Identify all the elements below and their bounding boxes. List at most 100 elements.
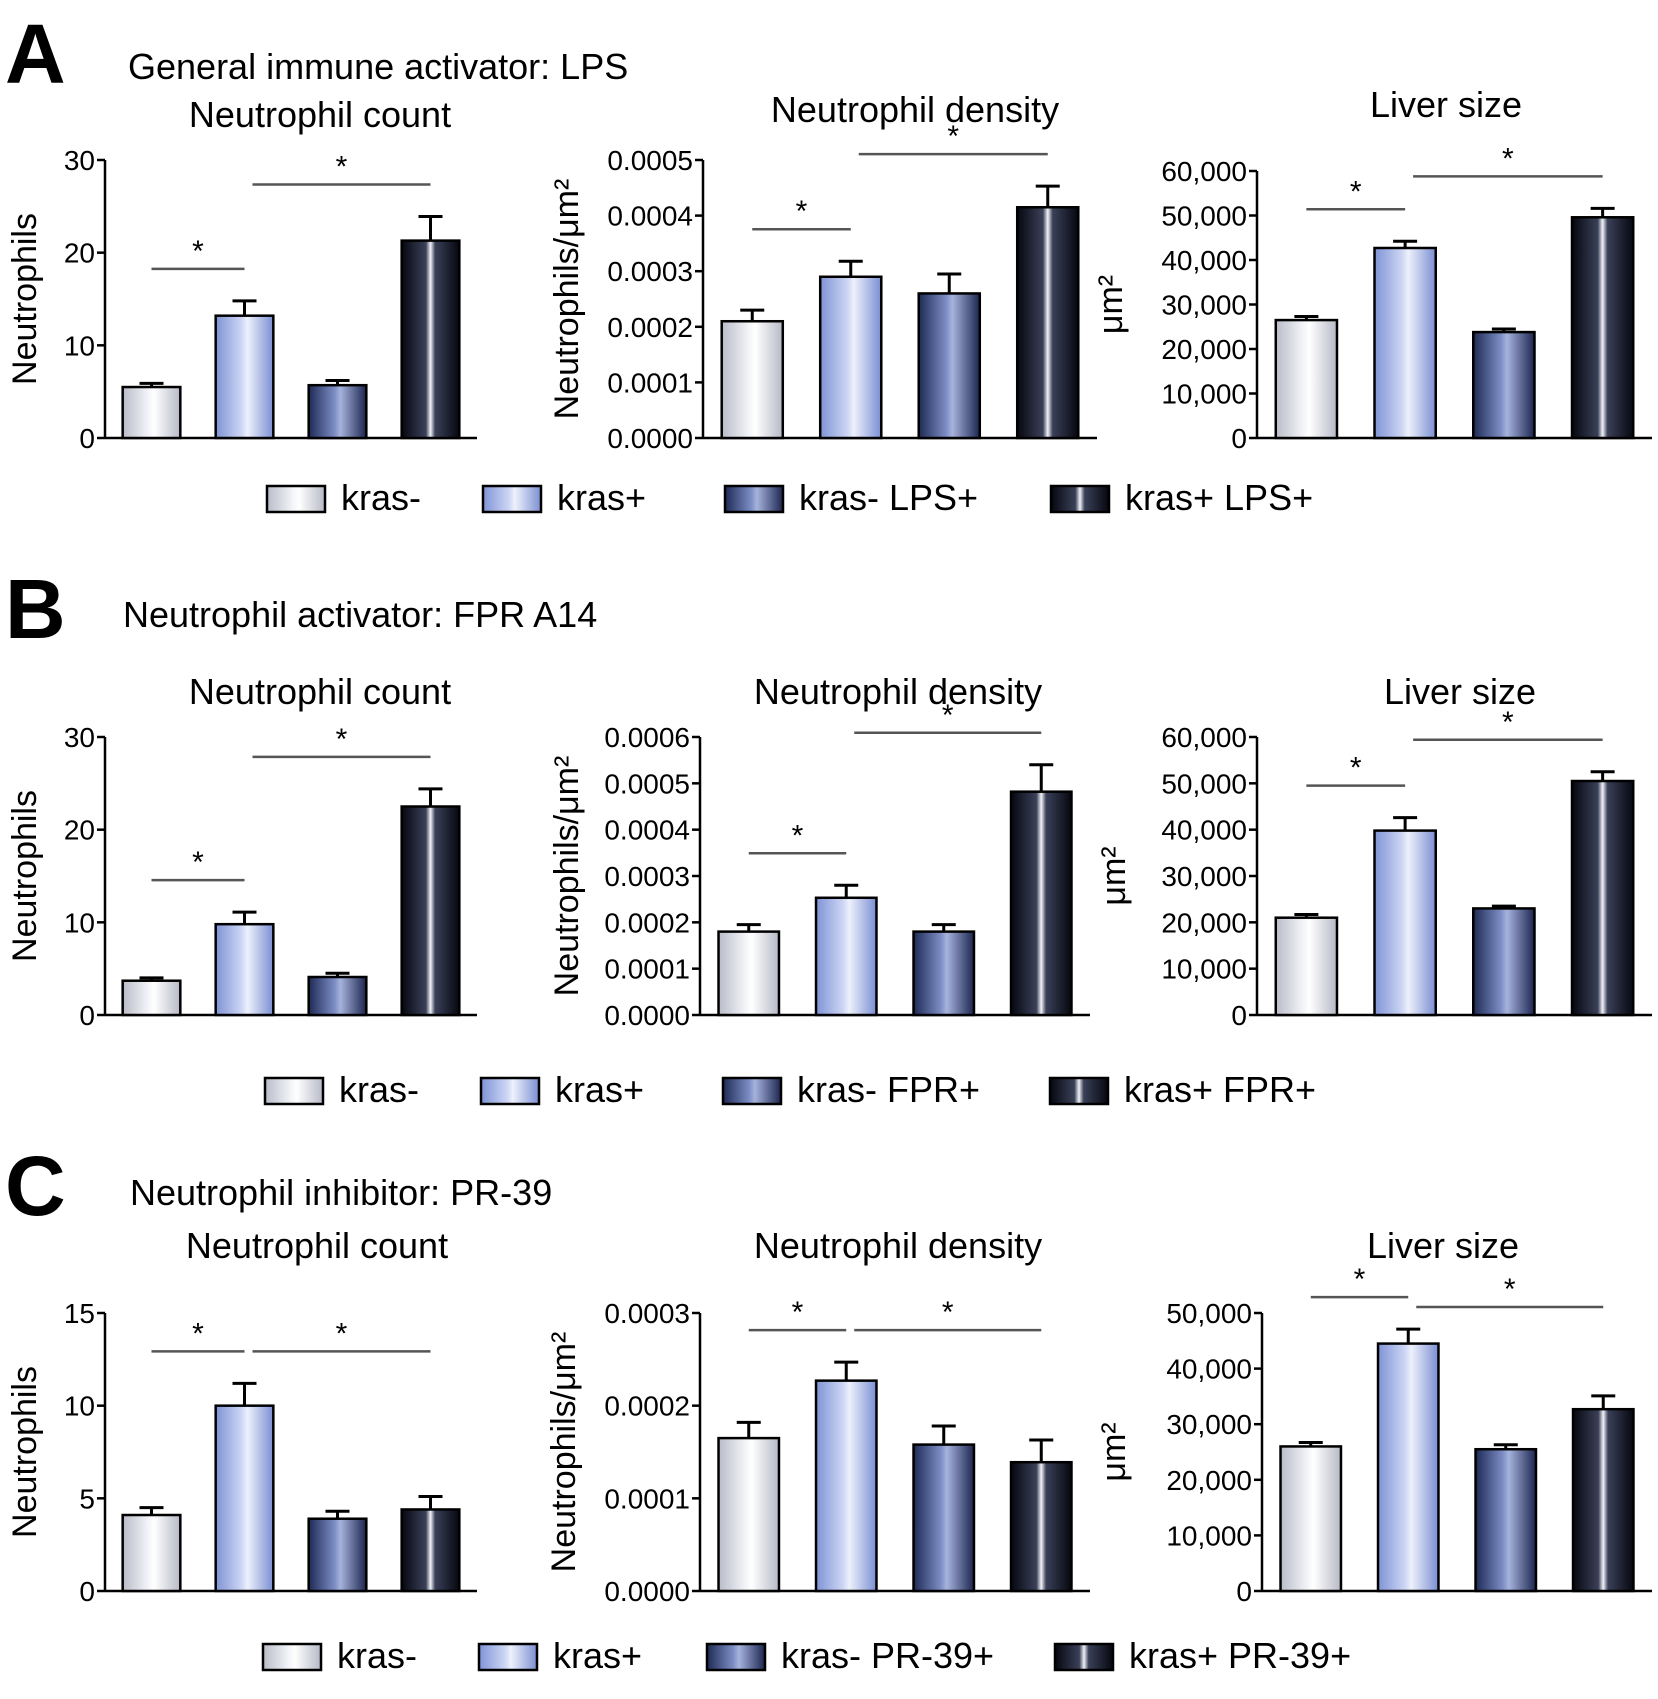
chart-title: Neutrophil density (771, 89, 1059, 130)
y-tick-label: 10 (64, 907, 95, 938)
chart-title: Neutrophil count (189, 94, 451, 135)
y-tick-label: 30 (64, 722, 95, 753)
y-axis-label: Neutrophils (6, 213, 44, 385)
bar-2 (1373, 829, 1437, 1017)
y-tick-label: 5 (79, 1483, 95, 1514)
y-axis-label: Neutrophils/μm² (545, 1332, 583, 1573)
significance-star: * (336, 723, 348, 756)
bar-2 (214, 922, 275, 1017)
significance-star: * (192, 235, 204, 268)
legend-swatch-4 (1053, 1642, 1115, 1672)
significance-star: * (942, 699, 954, 732)
y-axis-label: μm² (1095, 846, 1133, 905)
y-tick-label: 10,000 (1161, 379, 1247, 410)
legend-label: kras- (339, 1069, 419, 1110)
bar-2 (814, 896, 878, 1017)
legend-label: kras- (337, 1635, 417, 1676)
significance-star: * (1354, 1263, 1366, 1296)
y-tick-label: 0.0005 (604, 768, 690, 799)
bar-1 (121, 385, 182, 440)
y-tick-label: 0 (1231, 1000, 1247, 1031)
bar-3 (1472, 330, 1536, 440)
panel-title: Neutrophil activator: FPR A14 (123, 594, 597, 635)
y-axis-label: μm² (1092, 275, 1130, 334)
y-tick-label: 0.0000 (604, 1576, 690, 1607)
legend-label: kras+ (553, 1635, 642, 1676)
y-tick-label: 30,000 (1161, 861, 1247, 892)
y-tick-label: 0.0004 (607, 201, 693, 232)
bar-2 (214, 1404, 275, 1593)
panel-letter: A (5, 7, 66, 101)
y-tick-label: 0 (79, 1000, 95, 1031)
bar-1 (717, 930, 781, 1017)
significance-star: * (336, 151, 348, 184)
bar-4 (400, 1508, 461, 1593)
panel-b: B Neutrophil activator: FPR A14 Neutroph… (5, 562, 1652, 1110)
chart-title: Liver size (1367, 1225, 1519, 1266)
y-tick-label: 0.0003 (604, 1298, 690, 1329)
legend-swatch-2 (477, 1642, 539, 1672)
legend-swatch-4 (1049, 484, 1111, 514)
y-tick-label: 0.0002 (607, 312, 693, 343)
bar-3 (912, 930, 976, 1017)
bar-3 (1472, 907, 1536, 1017)
significance-star: * (192, 846, 204, 879)
y-axis-label: μm² (1095, 1422, 1133, 1481)
significance-star: * (1502, 142, 1514, 175)
y-tick-label: 0.0003 (604, 861, 690, 892)
y-axis-label: Neutrophils/μm² (548, 756, 586, 997)
y-axis-label: Neutrophils (6, 1366, 44, 1538)
y-tick-label: 20 (64, 238, 95, 269)
y-tick-label: 60,000 (1161, 722, 1247, 753)
significance-star: * (792, 1296, 804, 1329)
y-tick-label: 0.0000 (604, 1000, 690, 1031)
chart-b-count: Neutrophil count Neutrophils 0 10 20 30 * * (6, 671, 477, 1031)
bar-2 (1373, 246, 1437, 440)
legend-swatch-1 (263, 1076, 325, 1106)
significance-star: * (1350, 752, 1362, 785)
bar-4 (1570, 779, 1635, 1017)
bar-1 (1279, 1445, 1343, 1593)
y-tick-label: 40,000 (1161, 245, 1247, 276)
y-axis-label: Neutrophils/μm² (548, 179, 586, 420)
bar-4 (1009, 790, 1073, 1017)
legend-label: kras- (341, 477, 421, 518)
chart-title: Neutrophil density (754, 1225, 1042, 1266)
y-tick-label: 0.0005 (607, 145, 693, 176)
chart-a-count: Neutrophil count Neutrophils 0 10 20 30 * * (6, 94, 477, 454)
y-tick-label: 40,000 (1161, 815, 1247, 846)
bar-4 (1015, 206, 1080, 440)
y-tick-label: 30 (64, 145, 95, 176)
significance-star: * (947, 120, 959, 153)
chart-c-density: Neutrophil density Neutrophils/μm² 0.0000 0… (545, 1225, 1090, 1607)
y-tick-label: 10 (64, 330, 95, 361)
significance-star: * (1502, 706, 1514, 739)
legend-swatch-3 (705, 1642, 767, 1672)
legend-swatch-3 (723, 484, 785, 514)
legend-label: kras+ FPR+ (1124, 1069, 1316, 1110)
y-tick-label: 20 (64, 815, 95, 846)
y-tick-label: 0.0003 (607, 256, 693, 287)
bar-3 (307, 383, 368, 440)
legend-label: kras- PR-39+ (781, 1635, 994, 1676)
bar-4 (1571, 1407, 1635, 1593)
y-tick-label: 0 (1231, 423, 1247, 454)
chart-b-liver: Liver size μm² 0 10,000 20,000 30,000 40,000 50… (1095, 671, 1652, 1031)
chart-c-liver: Liver size μm² 0 10,000 20,000 30,000 40,000 50… (1095, 1225, 1652, 1607)
bar-3 (1474, 1447, 1538, 1593)
chart-c-count: Neutrophil count Neutrophils 0 5 10 15 * * (6, 1225, 477, 1607)
bar-2 (1376, 1342, 1440, 1593)
bar-4 (400, 805, 461, 1017)
panel-c: C Neutrophil inhibitor: PR-39 Neutrophil… (5, 1139, 1652, 1676)
legend-swatch-1 (261, 1642, 323, 1672)
legend-swatch-3 (721, 1076, 783, 1106)
legend-swatch-2 (479, 1076, 541, 1106)
legend-swatch-2 (481, 484, 543, 514)
bar-3 (307, 975, 368, 1017)
bar-4 (1570, 216, 1635, 440)
chart-title: Liver size (1384, 671, 1536, 712)
y-tick-label: 0 (1236, 1576, 1252, 1607)
bar-4 (400, 239, 461, 440)
bar-3 (917, 292, 982, 440)
chart-title: Neutrophil density (754, 671, 1042, 712)
